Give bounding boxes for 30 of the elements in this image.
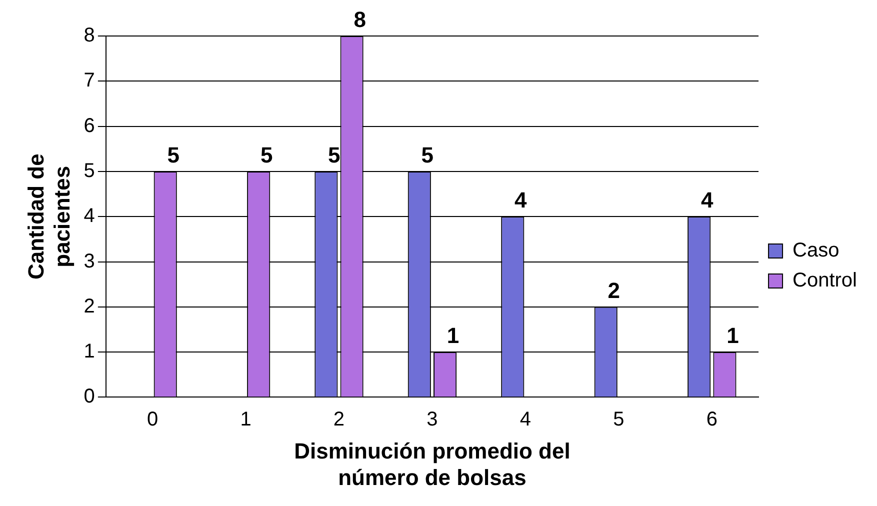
data-label: 5	[328, 142, 340, 168]
y-tick-label: 8	[84, 24, 95, 47]
y-tick-label: 6	[84, 114, 95, 137]
data-label: 4	[514, 188, 528, 213]
y-tick-label: 0	[84, 386, 95, 408]
y-tick-label: 7	[84, 70, 95, 92]
x-tick-label: 2	[333, 408, 345, 431]
legend-label: Control	[792, 270, 858, 292]
data-label: 5	[167, 142, 180, 168]
y-tick-label: 4	[84, 205, 95, 228]
y-tick-label: 2	[84, 295, 95, 318]
y-tick-label: 5	[84, 160, 95, 182]
data-label: 5	[260, 142, 273, 168]
x-tick-label: 6	[706, 408, 718, 431]
data-label: 2	[608, 278, 620, 303]
data-label: 5	[421, 142, 434, 168]
data-label: 8	[354, 7, 366, 32]
x-tick-label: 0	[146, 408, 158, 431]
data-label: 1	[726, 323, 739, 348]
x-axis-title: Disminución promedio del número de bolsas	[294, 438, 570, 490]
x-tick-label: 1	[240, 408, 252, 431]
legend-label: Caso	[792, 240, 840, 262]
y-tick-label: 1	[84, 340, 95, 363]
x-tick-label: 3	[426, 408, 438, 431]
y-tick-label: 3	[84, 250, 95, 272]
data-label: 1	[446, 323, 460, 348]
x-tick-label: 4	[520, 408, 532, 431]
data-label: 4	[700, 188, 714, 213]
x-tick-label: 5	[613, 408, 624, 431]
y-axis-title: Cantidad de pacientes	[23, 154, 75, 280]
